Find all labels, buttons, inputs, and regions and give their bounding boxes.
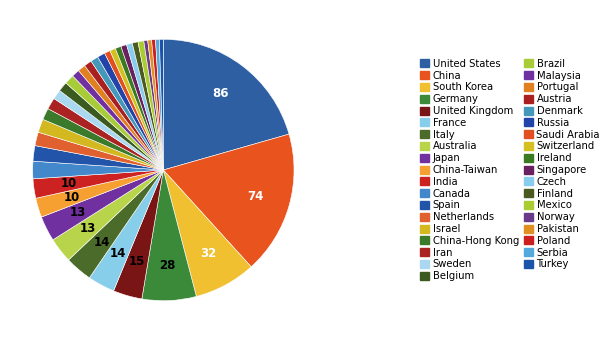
- Wedge shape: [60, 83, 163, 170]
- Wedge shape: [35, 132, 163, 170]
- Wedge shape: [48, 99, 163, 170]
- Text: 28: 28: [160, 259, 176, 272]
- Legend: United States, China, South Korea, Germany, United Kingdom, France, Italy, Austr: United States, China, South Korea, Germa…: [420, 59, 600, 281]
- Wedge shape: [152, 39, 163, 170]
- Wedge shape: [132, 42, 163, 170]
- Wedge shape: [163, 170, 251, 296]
- Wedge shape: [54, 90, 163, 170]
- Wedge shape: [148, 40, 163, 170]
- Wedge shape: [36, 170, 163, 217]
- Text: 13: 13: [80, 222, 96, 235]
- Wedge shape: [163, 39, 289, 170]
- Wedge shape: [91, 57, 163, 170]
- Text: 74: 74: [247, 190, 263, 203]
- Text: 32: 32: [201, 248, 217, 260]
- Wedge shape: [41, 170, 163, 240]
- Wedge shape: [33, 170, 163, 198]
- Wedge shape: [79, 66, 163, 170]
- Wedge shape: [68, 170, 163, 278]
- Wedge shape: [98, 53, 163, 170]
- Wedge shape: [163, 134, 294, 267]
- Wedge shape: [90, 170, 163, 291]
- Wedge shape: [43, 109, 163, 170]
- Wedge shape: [53, 170, 163, 260]
- Wedge shape: [138, 41, 163, 170]
- Wedge shape: [121, 45, 163, 170]
- Wedge shape: [105, 51, 163, 170]
- Text: 10: 10: [60, 177, 77, 190]
- Wedge shape: [33, 161, 163, 179]
- Wedge shape: [73, 71, 163, 170]
- Wedge shape: [126, 43, 163, 170]
- Text: 13: 13: [70, 206, 87, 219]
- Text: 86: 86: [212, 87, 229, 100]
- Wedge shape: [38, 119, 163, 170]
- Text: 14: 14: [110, 248, 126, 260]
- Wedge shape: [142, 170, 197, 301]
- Wedge shape: [155, 39, 163, 170]
- Wedge shape: [85, 61, 163, 170]
- Text: 10: 10: [64, 191, 80, 204]
- Wedge shape: [116, 46, 163, 170]
- Wedge shape: [160, 39, 163, 170]
- Wedge shape: [114, 170, 163, 299]
- Text: 15: 15: [129, 255, 145, 268]
- Wedge shape: [110, 48, 163, 170]
- Wedge shape: [33, 146, 163, 170]
- Wedge shape: [144, 40, 163, 170]
- Text: 14: 14: [93, 236, 110, 249]
- Wedge shape: [66, 76, 163, 170]
